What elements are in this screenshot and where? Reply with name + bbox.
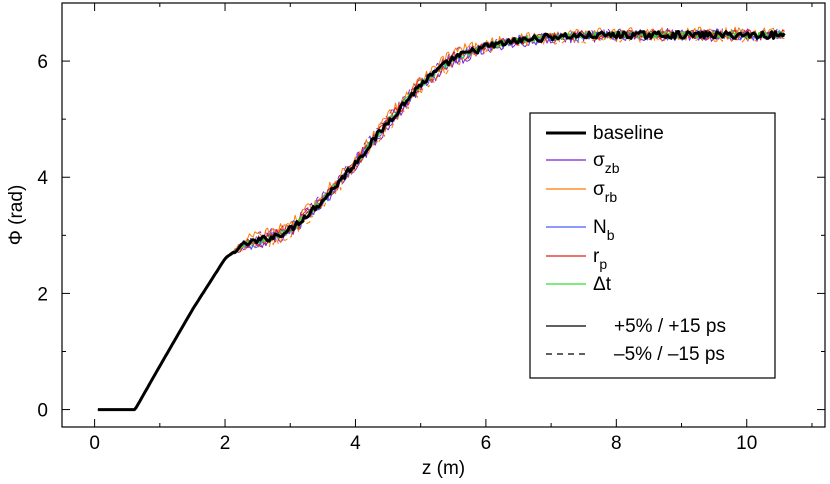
legend-label-r_p: rp: [593, 246, 607, 272]
x-tick-label: 8: [611, 433, 622, 454]
x-tick-label: 6: [481, 433, 492, 454]
legend-label-main: σ: [593, 150, 605, 171]
legend-label-delta_t: Δt: [593, 274, 612, 295]
data-layer: [97, 26, 786, 412]
tick-layer: 0 2 4 6 8 10 0 2 4 6: [37, 3, 825, 454]
y-tick-label: 6: [37, 52, 48, 73]
legend-style-label-dashed: –5% / –15 ps: [614, 344, 725, 365]
legend-label-N_b: Nb: [593, 217, 615, 243]
y-axis-title: Φ (rad): [6, 185, 27, 246]
x-tick-label: 2: [220, 433, 231, 454]
series-line-baseline-plus: [97, 30, 786, 412]
legend-label-baseline: baseline: [593, 123, 664, 144]
legend-label-sigma_rb: σrb: [593, 179, 617, 205]
x-tick-label: 4: [350, 433, 361, 454]
legend-label-main: Δt: [593, 274, 612, 295]
legend-label-main: baseline: [593, 123, 664, 144]
legend-label-subscript: p: [599, 256, 607, 272]
legend-box: [529, 112, 776, 379]
y-tick-label: 0: [37, 401, 48, 422]
legend-label-subscript: rb: [605, 189, 618, 205]
x-tick-label: 0: [89, 433, 100, 454]
legend-label-subscript: b: [607, 227, 615, 243]
legend-label-sigma_zb: σzb: [593, 150, 620, 176]
y-tick-label: 2: [37, 284, 48, 305]
legend-label-subscript: zb: [605, 160, 620, 176]
y-tick-label: 4: [37, 168, 48, 189]
x-tick-label: 10: [736, 433, 757, 454]
legend-style-label-solid: +5% / +15 ps: [614, 316, 726, 337]
plot-frame: [61, 2, 826, 428]
series-line-delta_t-minus: [97, 31, 785, 411]
x-axis-title: z (m): [422, 458, 465, 479]
legend-label-main: r: [593, 246, 600, 267]
legend-label-main: N: [593, 217, 607, 238]
legend-label-main: σ: [593, 179, 605, 200]
